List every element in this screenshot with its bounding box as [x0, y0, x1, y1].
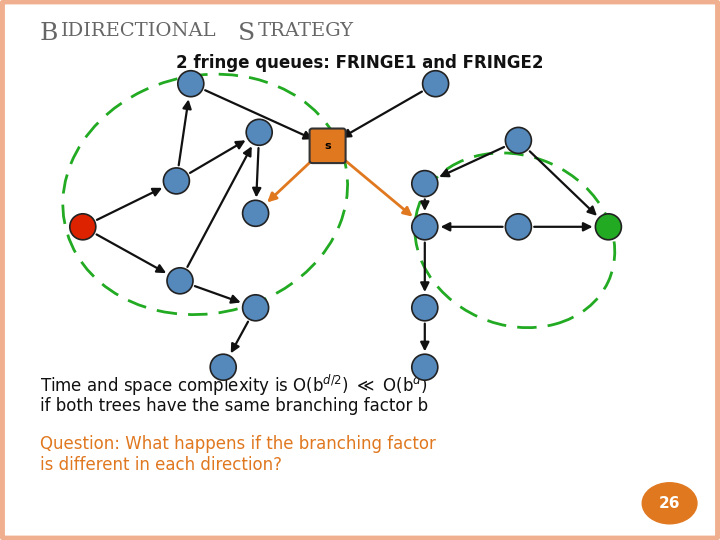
- Ellipse shape: [412, 171, 438, 197]
- Ellipse shape: [178, 71, 204, 97]
- Text: TRATEGY: TRATEGY: [258, 22, 354, 39]
- Text: if both trees have the same branching factor b: if both trees have the same branching fa…: [40, 397, 428, 415]
- Ellipse shape: [246, 119, 272, 145]
- Text: s: s: [324, 141, 331, 151]
- Text: Time and space complexity is O(b$^{d/2}$) $\ll$ O(b$^{d}$): Time and space complexity is O(b$^{d/2}$…: [40, 373, 428, 398]
- Text: Question: What happens if the branching factor
is different in each direction?: Question: What happens if the branching …: [40, 435, 436, 474]
- Ellipse shape: [505, 214, 531, 240]
- Text: 26: 26: [659, 496, 680, 511]
- Ellipse shape: [412, 295, 438, 321]
- Ellipse shape: [595, 214, 621, 240]
- Ellipse shape: [163, 168, 189, 194]
- Circle shape: [642, 483, 697, 524]
- Ellipse shape: [412, 354, 438, 380]
- Ellipse shape: [243, 200, 269, 226]
- Text: 2 fringe queues: FRINGE1 and FRINGE2: 2 fringe queues: FRINGE1 and FRINGE2: [176, 54, 544, 72]
- Text: IDIRECTIONAL: IDIRECTIONAL: [61, 22, 217, 39]
- Ellipse shape: [423, 71, 449, 97]
- Text: S: S: [238, 22, 255, 45]
- Ellipse shape: [243, 295, 269, 321]
- Text: B: B: [40, 22, 58, 45]
- Ellipse shape: [70, 214, 96, 240]
- Ellipse shape: [167, 268, 193, 294]
- FancyBboxPatch shape: [310, 129, 346, 163]
- Ellipse shape: [210, 354, 236, 380]
- Ellipse shape: [412, 214, 438, 240]
- Ellipse shape: [505, 127, 531, 153]
